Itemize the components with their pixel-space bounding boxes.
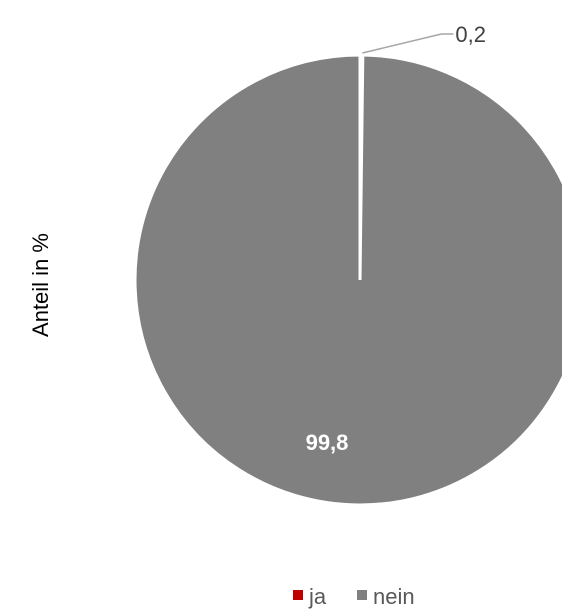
data-label-nein: 99,8 [306, 430, 349, 455]
legend-swatch-ja [293, 590, 303, 600]
legend-label-ja: ja [308, 584, 327, 609]
pie-slices [133, 53, 562, 507]
y-axis-label: Anteil in % [28, 233, 53, 337]
legend: ja nein [293, 584, 415, 609]
legend-swatch-nein [357, 590, 367, 600]
pie-slice-nein [133, 53, 562, 507]
leader-line-ja [362, 33, 442, 54]
data-label-ja: 0,2 [455, 22, 486, 47]
legend-label-nein: nein [373, 584, 415, 609]
